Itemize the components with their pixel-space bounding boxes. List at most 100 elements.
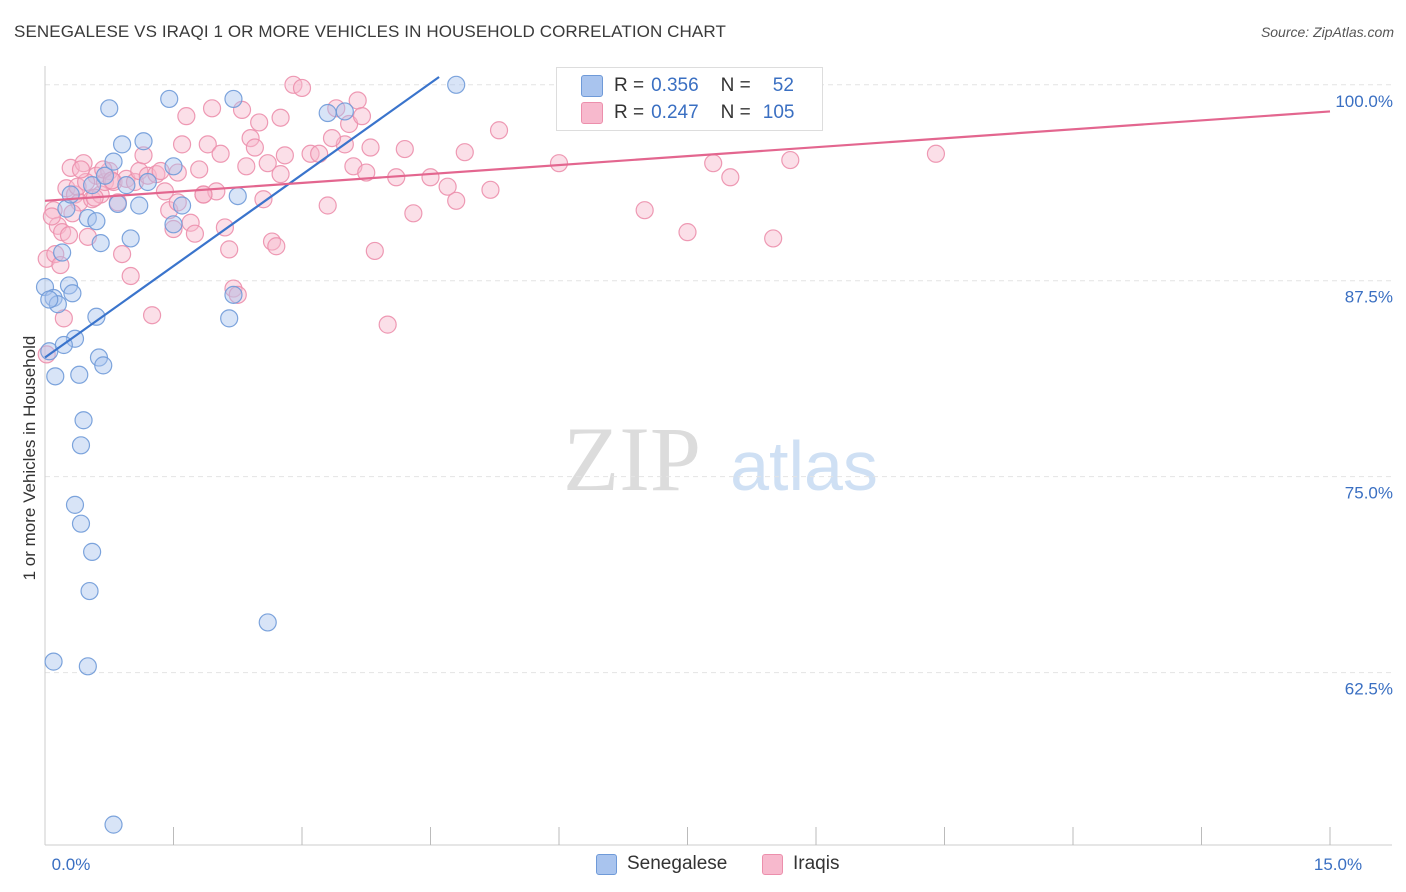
iraqis-point [237, 157, 256, 176]
senegalese-point [94, 356, 113, 375]
senegalese-point [83, 542, 102, 561]
iraqis-point [211, 144, 230, 163]
iraqis-point [250, 113, 269, 132]
iraqis-legend-label: Iraqis [793, 853, 840, 874]
senegalese-point [220, 309, 239, 328]
trend-lines [44, 76, 1331, 359]
x-tick-label: 15.0% [1314, 855, 1362, 874]
correlation-legend: R = 0.356 N = 52 R = 0.247 N = 105 [556, 67, 823, 131]
iraqis-swatch [581, 102, 603, 124]
senegalese-point [48, 295, 67, 314]
tick-labels: 100.0% 87.5% 75.0% 62.5% 0.0% 15.0% [52, 92, 1393, 874]
senegalese-legend-label: Senegalese [627, 853, 728, 874]
senegalese-point [117, 176, 136, 195]
iraqis-point [704, 154, 723, 173]
legend-row-senegalese: R = 0.356 N = 52 [581, 74, 794, 98]
senegalese-point [138, 172, 157, 192]
iraqis-point [404, 204, 423, 223]
senegalese-point [104, 152, 123, 171]
iraqis-point [310, 144, 329, 163]
iraqis-point [121, 266, 140, 286]
senegalese-point [74, 411, 93, 430]
senegalese-point [318, 103, 337, 123]
senegalese-point [95, 166, 115, 185]
iraqis-point [322, 129, 342, 148]
iraqis-point [198, 135, 217, 154]
iraqis-point [71, 160, 91, 179]
senegalese-point [258, 613, 277, 632]
iraqis-point [357, 163, 376, 182]
legend-r-value: 0.356 [651, 75, 699, 96]
iraqis-point [37, 345, 56, 364]
iraqis-point [421, 168, 440, 187]
senegalese-point [70, 365, 89, 384]
legend-r-label: R = [614, 102, 645, 123]
watermark-zip: ZIP [563, 408, 701, 510]
senegalese-point [44, 652, 63, 671]
iraqis-point [318, 196, 337, 215]
senegalese-point [164, 157, 183, 176]
iraqis-point [764, 229, 783, 248]
legend-n-value: 52 [772, 75, 794, 96]
iraqis-point [172, 135, 192, 154]
iraqis-point [489, 121, 509, 140]
iraqis-trend-line [44, 110, 1331, 202]
senegalese-point [71, 514, 91, 533]
senegalese-point [40, 290, 59, 309]
iraqis-point [245, 138, 264, 157]
senegalese-point [91, 234, 110, 253]
senegalese-point [447, 75, 466, 94]
iraqis-point [481, 180, 500, 199]
senegalese-point [228, 186, 247, 206]
iraqis-point [678, 223, 697, 242]
iraqis-point [185, 224, 205, 243]
iraqis-point [164, 219, 183, 239]
senegalese-swatch [581, 75, 603, 97]
iraqis-point [275, 146, 294, 165]
iraqis-point [190, 160, 209, 179]
y-axis-label: 1 or more Vehicles in Household [20, 335, 39, 581]
axes [44, 66, 1392, 846]
senegalese-point [104, 815, 123, 834]
iraqis-point [549, 154, 569, 173]
senegalese-point [108, 194, 127, 214]
senegalese-point [71, 436, 91, 455]
iraqis-point [378, 315, 397, 334]
legend-r-label: R = [614, 75, 645, 96]
senegalese-point [87, 212, 106, 231]
y-tick-label: 75.0% [1345, 484, 1393, 503]
iraqis-point [267, 237, 286, 256]
senegalese-point [172, 196, 192, 215]
legend-n-label: N = [720, 102, 751, 123]
iraqis-point [258, 154, 277, 173]
iraqis-point [781, 150, 800, 170]
senegalese-point [134, 132, 153, 151]
iraqis-point [254, 190, 273, 209]
senegalese-trend-line [44, 76, 440, 359]
senegalese-point [224, 89, 243, 109]
iraqis-point [177, 107, 196, 126]
chart-title: SENEGALESE VS IRAQI 1 OR MORE VEHICLES I… [14, 22, 726, 41]
iraqis-point [361, 138, 380, 157]
senegalese-point [63, 284, 82, 303]
senegalese-point [112, 135, 132, 154]
iraqis-point [142, 306, 162, 325]
senegalese-point [53, 243, 72, 262]
iraqis-legend-swatch [762, 853, 783, 875]
legend-n-label: N = [720, 75, 751, 96]
y-tick-label: 62.5% [1345, 680, 1393, 699]
iraqis-point [202, 99, 222, 118]
iraqis-point [292, 78, 312, 98]
series-senegalese [35, 75, 466, 834]
iraqis-point [241, 129, 260, 148]
iraqis-point [721, 168, 740, 187]
iraqis-point [926, 144, 946, 163]
iraqis-point [455, 143, 474, 162]
senegalese-point [130, 196, 149, 215]
legend-n-value: 105 [762, 102, 795, 123]
y-tick-label: 87.5% [1345, 288, 1393, 307]
senegalese-point [87, 307, 106, 326]
iraqis-point [635, 201, 654, 220]
senegalese-point [78, 657, 97, 676]
